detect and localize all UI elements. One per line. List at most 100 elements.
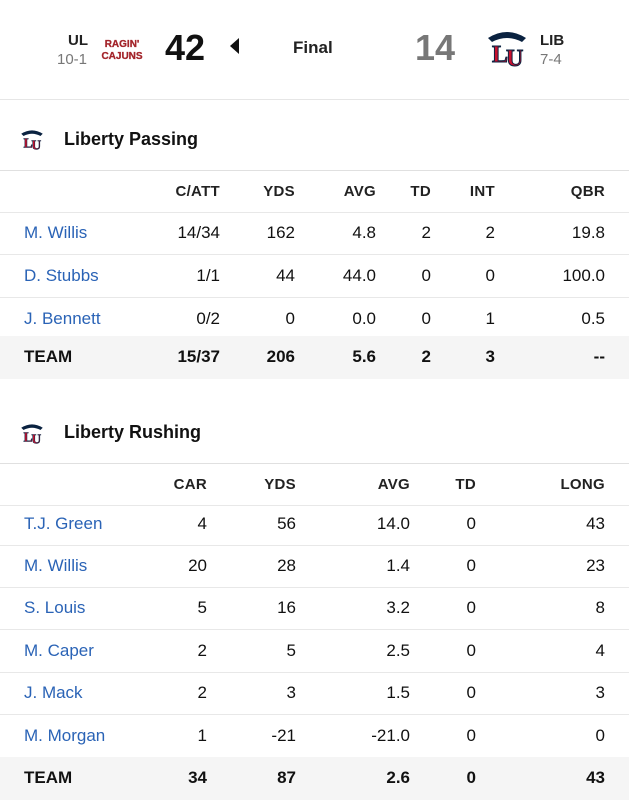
winner-caret-left-icon xyxy=(230,38,239,54)
player-link[interactable]: M. Morgan xyxy=(24,726,106,745)
stat-catt: 1/1 xyxy=(196,266,220,285)
stat-avg: 44.0 xyxy=(342,266,376,285)
stat-long: 8 xyxy=(595,598,605,617)
col-avg[interactable]: AVG xyxy=(343,183,376,200)
stat-catt: 14/34 xyxy=(177,223,220,242)
stat-catt: 0/2 xyxy=(196,309,220,328)
stat-int: 2 xyxy=(485,223,495,242)
rushing-header-row: CAR YDS AVG TD LONG xyxy=(0,463,629,506)
player-link[interactable]: M. Willis xyxy=(24,556,88,575)
stat-yds: 3 xyxy=(286,683,296,702)
cajuns-logo-icon[interactable]: RAGIN' CAJUNS xyxy=(99,36,145,62)
col-yds[interactable]: YDS xyxy=(264,476,296,493)
stat-yds: 28 xyxy=(277,556,296,575)
passing-section-header: L U Liberty Passing xyxy=(0,100,629,170)
stat-qbr: 19.8 xyxy=(571,223,605,242)
stat-car: 1 xyxy=(197,726,207,745)
stat-car: 5 xyxy=(197,598,207,617)
liberty-logo-icon: L U xyxy=(19,421,45,452)
scoreboard-header: UL 10-1 RAGIN' CAJUNS 42 Final 14 L U LI… xyxy=(0,0,629,100)
svg-text:U: U xyxy=(506,46,523,70)
stat-qbr: 100.0 xyxy=(562,266,605,285)
rushing-section-title: Liberty Rushing xyxy=(64,422,202,442)
stat-car: 34 xyxy=(188,768,207,787)
liberty-logo-icon: L U xyxy=(19,127,45,158)
stat-avg: 0.0 xyxy=(352,309,376,328)
col-int[interactable]: INT xyxy=(469,183,495,200)
player-link[interactable]: D. Stubbs xyxy=(24,266,99,285)
col-qbr[interactable]: QBR xyxy=(570,183,605,200)
stat-avg: 5.6 xyxy=(352,347,376,366)
col-long[interactable]: LONG xyxy=(560,476,605,493)
player-link[interactable]: M. Caper xyxy=(24,641,94,660)
stat-car: 2 xyxy=(197,683,207,702)
svg-text:U: U xyxy=(31,432,41,447)
stat-car: 4 xyxy=(197,514,207,533)
table-row: M. Morgan 1 -21 -21.0 0 0 xyxy=(0,715,629,758)
col-catt[interactable]: C/ATT xyxy=(175,183,220,200)
svg-text:L: L xyxy=(24,429,33,444)
player-link[interactable]: T.J. Green xyxy=(24,514,103,533)
stat-td: 0 xyxy=(466,641,476,660)
col-td[interactable]: TD xyxy=(455,476,476,493)
stat-avg: 4.8 xyxy=(352,223,376,242)
stat-td: 0 xyxy=(421,266,431,285)
stat-long: 0 xyxy=(595,726,605,745)
team-totals-row: TEAM 34 87 2.6 0 43 xyxy=(0,757,629,800)
svg-text:U: U xyxy=(31,138,41,153)
home-team-abbr[interactable]: LIB xyxy=(540,32,565,49)
table-row: M. Caper 2 5 2.5 0 4 xyxy=(0,630,629,673)
away-score: 42 xyxy=(165,27,206,68)
stat-car: 2 xyxy=(197,641,207,660)
stat-avg: 14.0 xyxy=(376,514,410,533)
stat-long: 4 xyxy=(595,641,605,660)
stat-catt: 15/37 xyxy=(177,347,220,366)
stat-car: 20 xyxy=(188,556,207,575)
liberty-logo-icon[interactable]: L U xyxy=(484,28,530,73)
stat-long: 43 xyxy=(586,514,605,533)
player-link[interactable]: J. Mack xyxy=(24,683,83,702)
game-status: Final xyxy=(293,38,333,57)
stat-td: 0 xyxy=(466,556,476,575)
rushing-section-header: L U Liberty Rushing xyxy=(0,393,629,463)
stat-yds: 44 xyxy=(276,266,295,285)
player-link[interactable]: M. Willis xyxy=(24,223,88,242)
player-link[interactable]: J. Bennett xyxy=(24,309,101,328)
team-totals-row: TEAM 15/37 206 5.6 2 3 -- xyxy=(0,336,629,379)
col-avg[interactable]: AVG xyxy=(377,476,410,493)
stat-td: 2 xyxy=(421,347,431,366)
stat-avg: 2.5 xyxy=(386,641,410,660)
svg-text:RAGIN': RAGIN' xyxy=(105,39,140,50)
table-row: M. Willis 14/34 162 4.8 2 2 19.8 xyxy=(0,212,629,255)
stat-avg: 2.6 xyxy=(386,768,410,787)
stat-td: 0 xyxy=(466,768,476,787)
stat-int: 0 xyxy=(485,266,495,285)
away-team-abbr[interactable]: UL xyxy=(68,32,88,49)
table-row: D. Stubbs 1/1 44 44.0 0 0 100.0 xyxy=(0,255,629,298)
stat-int: 3 xyxy=(485,347,495,366)
col-yds[interactable]: YDS xyxy=(263,183,295,200)
stat-avg: 1.4 xyxy=(386,556,410,575)
stat-yds: 0 xyxy=(285,309,295,328)
stat-yds: 162 xyxy=(266,223,295,242)
stat-qbr: 0.5 xyxy=(581,309,605,328)
table-row: M. Willis 20 28 1.4 0 23 xyxy=(0,545,629,588)
stat-td: 0 xyxy=(466,683,476,702)
stat-avg: 1.5 xyxy=(386,683,410,702)
stat-int: 1 xyxy=(485,309,495,328)
stat-td: 0 xyxy=(466,726,476,745)
table-row: T.J. Green 4 56 14.0 0 43 xyxy=(0,503,629,546)
stat-long: 3 xyxy=(595,683,605,702)
team-label: TEAM xyxy=(24,347,73,366)
col-td[interactable]: TD xyxy=(410,183,431,200)
stat-avg: 3.2 xyxy=(386,598,410,617)
stat-td: 0 xyxy=(466,598,476,617)
stat-yds: 87 xyxy=(277,768,296,787)
player-link[interactable]: S. Louis xyxy=(24,598,86,617)
stat-yds: 16 xyxy=(277,598,296,617)
home-score: 14 xyxy=(415,27,456,68)
col-car[interactable]: CAR xyxy=(173,476,207,493)
stat-td: 2 xyxy=(421,223,431,242)
svg-text:L: L xyxy=(24,135,33,150)
home-team-record: 7-4 xyxy=(540,51,562,68)
